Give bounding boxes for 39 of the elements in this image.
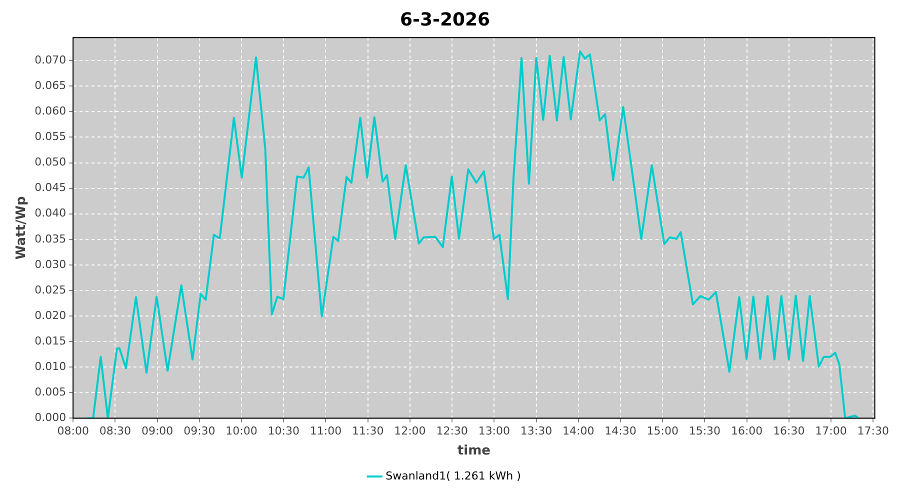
x-axis-title: time <box>457 444 491 459</box>
y-tick-label: 0.045 <box>34 181 66 194</box>
x-tick-label: 10:30 <box>268 424 300 438</box>
x-tick-label: 15:30 <box>688 424 721 438</box>
x-tick-label: 13:00 <box>478 424 510 438</box>
x-tick-label: 16:00 <box>730 424 763 438</box>
chart-title: 6-3-2026 <box>400 9 490 30</box>
y-tick-label: 0.005 <box>34 386 66 399</box>
x-tick-label: 17:00 <box>815 424 847 438</box>
y-axis-title: Watt/Wp <box>14 196 30 260</box>
y-tick-label: 0.030 <box>34 258 66 271</box>
y-tick-label: 0.025 <box>34 283 66 296</box>
y-tick-label: 0.070 <box>34 53 66 66</box>
x-tick-label: 12:00 <box>394 424 426 438</box>
x-tick-label: 11:00 <box>310 424 342 438</box>
x-tick-label: 12:30 <box>436 424 468 438</box>
y-tick-label: 0.035 <box>34 232 66 246</box>
y-tick-label: 0.015 <box>34 334 66 348</box>
x-tick-label: 08:00 <box>57 424 89 438</box>
y-tick-label: 0.020 <box>34 308 66 322</box>
x-tick-label: 09:00 <box>141 424 174 438</box>
legend-label: Swanland1( 1.261 kWh ) <box>386 469 521 482</box>
x-tick-label: 10:00 <box>226 424 258 438</box>
x-tick-label: 14:30 <box>604 424 636 438</box>
x-tick-label: 14:00 <box>562 424 594 438</box>
y-tick-label: 0.055 <box>34 130 66 144</box>
y-tick-label: 0.050 <box>34 156 66 169</box>
x-tick-label: 08:30 <box>99 424 132 438</box>
y-tick-label: 0.060 <box>34 104 66 118</box>
y-tick-label: 0.010 <box>34 360 66 373</box>
x-tick-label: 15:00 <box>646 424 678 438</box>
x-tick-label: 13:30 <box>520 424 552 438</box>
y-tick-label: 0.000 <box>34 411 66 424</box>
x-tick-label: 16:30 <box>773 424 805 438</box>
x-tick-label: 09:30 <box>184 424 216 438</box>
y-tick-label: 0.040 <box>34 206 66 220</box>
x-tick-label: 17:30 <box>857 424 889 438</box>
x-tick-label: 11:30 <box>352 424 384 438</box>
y-tick-label: 0.065 <box>34 78 66 92</box>
